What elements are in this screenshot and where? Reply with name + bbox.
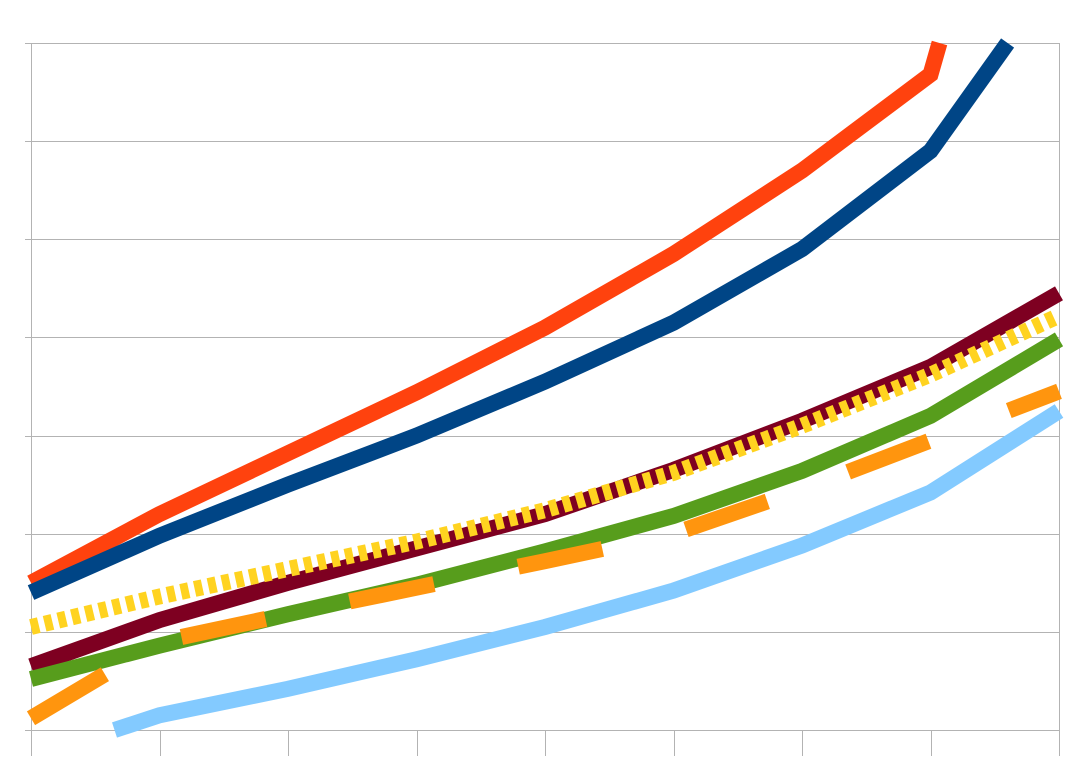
series-line-1 (27, 40, 948, 590)
series-line-7 (112, 404, 1064, 738)
series-group (26, 38, 1064, 738)
series-line-2 (27, 38, 1015, 600)
series-line-6 (26, 383, 1062, 726)
series-line-4 (29, 308, 1063, 635)
series-line-3 (28, 286, 1063, 674)
